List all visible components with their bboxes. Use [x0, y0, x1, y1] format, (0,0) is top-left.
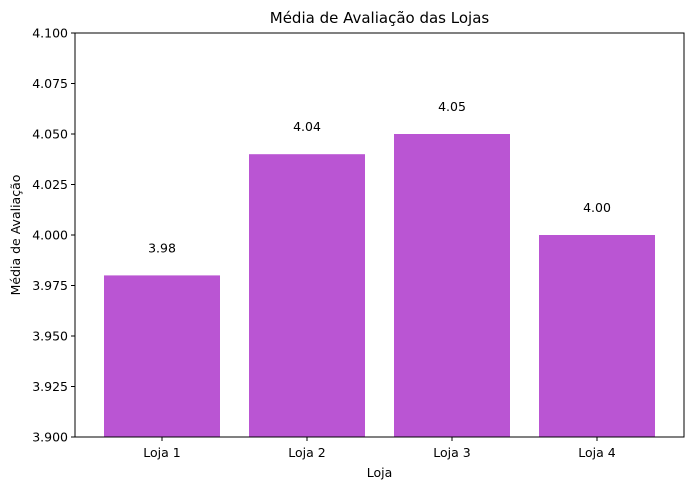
- bar-value-label: 4.05: [438, 99, 466, 114]
- bar-1: [104, 275, 220, 437]
- bar-value-label: 3.98: [148, 240, 176, 255]
- y-axis: 3.900 3.925 3.950 3.975 4.000 4.025 4.050 4.075…: [32, 26, 75, 445]
- bar-2: [249, 154, 365, 437]
- chart-title: Média de Avaliação das Lojas: [270, 9, 490, 27]
- y-tick-label: 3.900: [32, 430, 68, 445]
- y-tick-label: 3.975: [32, 278, 68, 293]
- y-tick-label: 4.075: [32, 76, 68, 91]
- x-tick-label: Loja 2: [288, 445, 325, 460]
- bar-value-label: 4.04: [293, 119, 321, 134]
- data-labels-layer: 3.98 4.04 4.05 4.00: [148, 99, 611, 255]
- y-tick-label: 3.950: [32, 329, 68, 344]
- y-tick-label: 4.000: [32, 228, 68, 243]
- y-axis-title: Média de Avaliação: [8, 175, 23, 296]
- bars-layer: [104, 134, 655, 437]
- bar-value-label: 4.00: [583, 200, 611, 215]
- x-axis-title: Loja: [367, 465, 393, 480]
- y-tick-label: 4.025: [32, 177, 68, 192]
- x-tick-label: Loja 4: [578, 445, 615, 460]
- x-tick-label: Loja 1: [143, 445, 180, 460]
- plot-frame: [74, 32, 685, 438]
- y-tick-label: 3.925: [32, 379, 68, 394]
- y-tick-label: 4.050: [32, 127, 68, 142]
- x-axis: Loja 1 Loja 2 Loja 3 Loja 4: [143, 437, 616, 460]
- bar-4: [539, 235, 655, 437]
- y-tick-label: 4.100: [32, 26, 68, 41]
- x-tick-label: Loja 3: [433, 445, 470, 460]
- bar-3: [394, 134, 510, 437]
